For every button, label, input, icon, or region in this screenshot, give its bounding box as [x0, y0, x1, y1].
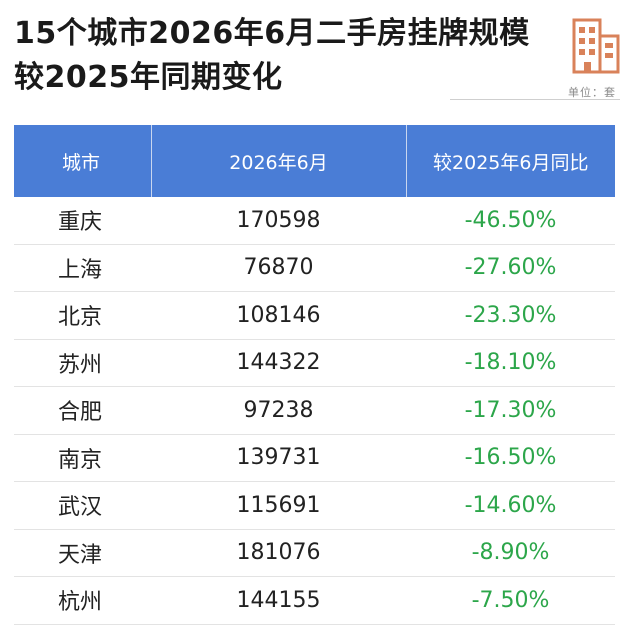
city-cell: 武汉: [14, 481, 151, 530]
table-row: 南京 139731 -16.50%: [14, 434, 615, 482]
table-row: 武汉 115691 -14.60%: [14, 481, 615, 530]
header-yoy: 较2025年6月同比: [406, 125, 615, 197]
yoy-cell: -46.50%: [406, 197, 615, 245]
title-divider: [450, 99, 620, 100]
page-title: 15个城市2026年6月二手房挂牌规模较2025年同期变化: [14, 16, 530, 95]
city-cell: 合肥: [14, 386, 151, 435]
table-row: 合肥 97238 -17.30%: [14, 386, 615, 435]
yoy-cell: -18.10%: [406, 339, 615, 387]
listings-cell: 170598: [151, 197, 406, 245]
listings-cell: 144322: [151, 339, 406, 387]
table-body: 重庆 170598 -46.50% 上海 76870 -27.60% 北京 108146 -23…: [14, 197, 615, 625]
city-cell: 北京: [14, 291, 151, 340]
header-city: 城市: [14, 125, 152, 197]
yoy-cell: -8.90%: [406, 529, 615, 577]
yoy-cell: -7.50%: [406, 576, 615, 625]
city-cell: 上海: [14, 244, 151, 292]
listings-cell: 97238: [151, 386, 406, 435]
table-row: 上海 76870 -27.60%: [14, 244, 615, 292]
city-cell: 南京: [14, 434, 151, 482]
listings-cell: 108146: [151, 291, 406, 340]
building-icon: [572, 18, 620, 74]
table-row: 杭州 144155 -7.50%: [14, 576, 615, 625]
city-cell: 重庆: [14, 197, 151, 245]
listings-cell: 139731: [151, 434, 406, 482]
yoy-cell: -17.30%: [406, 386, 615, 435]
table-row: 重庆 170598 -46.50%: [14, 197, 615, 245]
table-row: 北京 108146 -23.30%: [14, 291, 615, 340]
listings-cell: 115691: [151, 481, 406, 530]
header-listings: 2026年6月: [151, 125, 407, 197]
table-row: 苏州 144322 -18.10%: [14, 339, 615, 387]
city-cell: 苏州: [14, 339, 151, 387]
city-cell: 天津: [14, 529, 151, 577]
listings-cell: 181076: [151, 529, 406, 577]
unit-label: 单位：套: [568, 86, 616, 99]
table-row: 天津 181076 -8.90%: [14, 529, 615, 577]
listings-cell: 76870: [151, 244, 406, 292]
yoy-cell: -16.50%: [406, 434, 615, 482]
yoy-cell: -14.60%: [406, 481, 615, 530]
yoy-cell: -23.30%: [406, 291, 615, 340]
data-table: 城市 2026年6月 较2025年6月同比 重庆 170598 -46.50% 上海 7…: [14, 125, 615, 625]
city-cell: 杭州: [14, 576, 151, 625]
listings-cell: 144155: [151, 576, 406, 625]
table-header: 城市 2026年6月 较2025年6月同比: [14, 125, 615, 197]
yoy-cell: -27.60%: [406, 244, 615, 292]
